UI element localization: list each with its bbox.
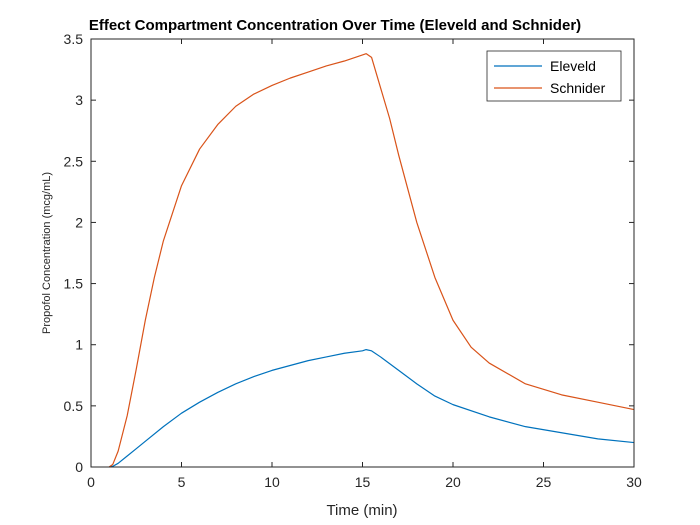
y-tick-label: 1.5 — [64, 276, 84, 292]
y-tick-label: 3.5 — [64, 31, 84, 47]
legend-box — [486, 50, 622, 102]
y-axis-label: Propofol Concentration (mcg/mL) — [41, 172, 53, 334]
y-tick-label: 3 — [75, 92, 83, 108]
y-axis-ticks: 0 0.5 1 1.5 2 2.5 3 3.5 — [64, 31, 634, 475]
legend: Eleveld Schnider — [486, 50, 622, 102]
y-tick-label: 2 — [75, 214, 83, 230]
x-tick-label: 30 — [626, 474, 642, 490]
plot-area — [91, 39, 634, 467]
legend-label-schnider: Schnider — [550, 80, 606, 96]
series-layer — [108, 53, 635, 468]
series-line-schnider — [108, 53, 635, 468]
x-tick-label: 20 — [445, 474, 461, 490]
y-tick-label: 0 — [75, 459, 83, 475]
series-line-eleveld — [109, 349, 635, 468]
x-axis-ticks: 0 5 10 15 20 25 30 — [87, 39, 642, 490]
y-tick-label: 0.5 — [64, 398, 84, 414]
y-tick-label: 1 — [75, 337, 83, 353]
legend-label-eleveld: Eleveld — [550, 58, 596, 74]
y-tick-label: 2.5 — [64, 153, 84, 169]
chart-title: Effect Compartment Concentration Over Ti… — [89, 17, 581, 34]
x-tick-label: 0 — [87, 474, 95, 490]
x-tick-label: 15 — [355, 474, 371, 490]
x-tick-label: 25 — [536, 474, 552, 490]
x-tick-label: 10 — [264, 474, 280, 490]
x-tick-label: 5 — [178, 474, 186, 490]
x-axis-label: Time (min) — [326, 502, 397, 519]
